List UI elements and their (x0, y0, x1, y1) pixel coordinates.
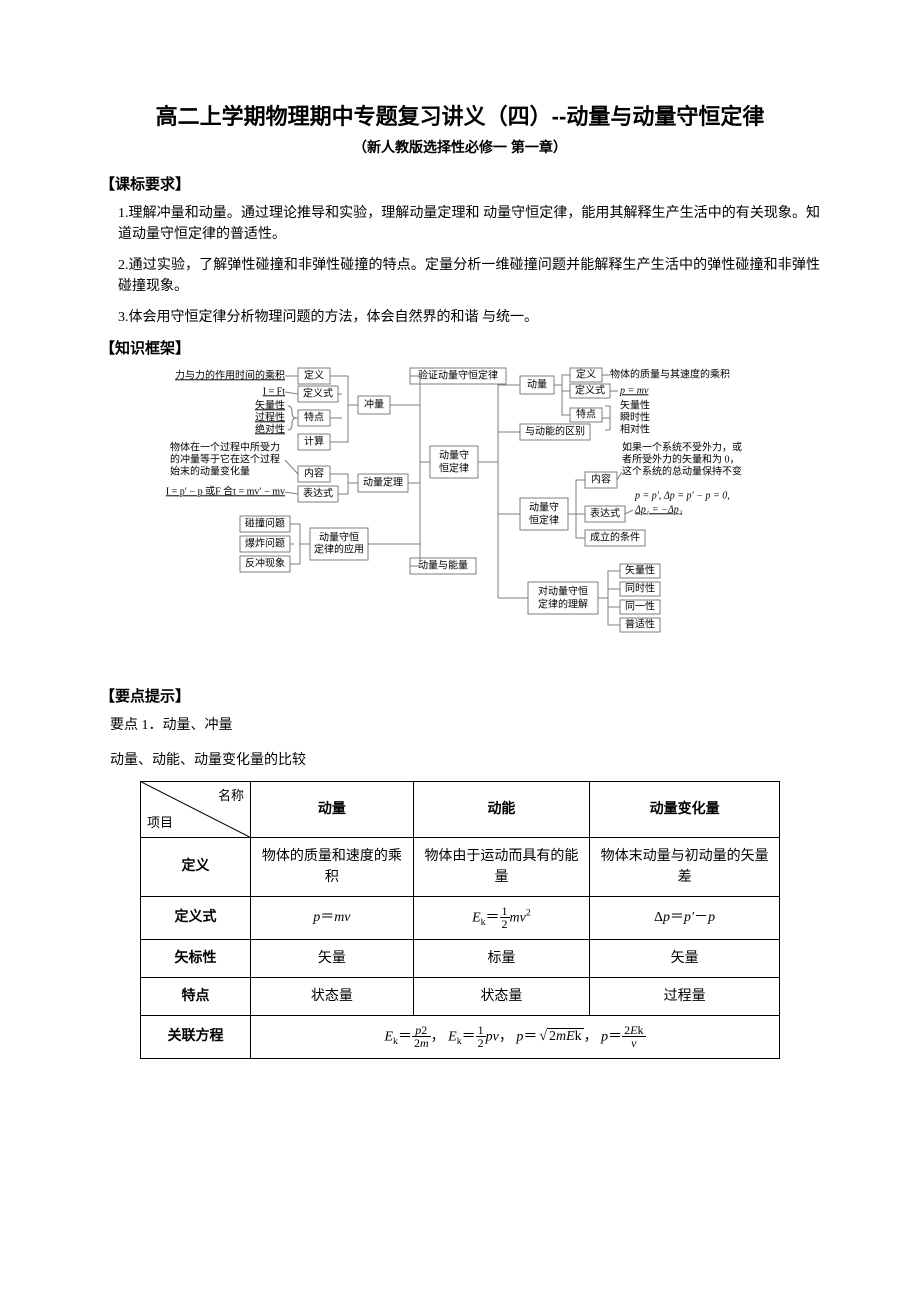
d-r-content: 内容 (591, 472, 611, 485)
d-b-expr-l: 表达式 (303, 486, 333, 499)
d-r-inst: 瞬时性 (620, 410, 650, 423)
d-r-def: 定义 (576, 367, 596, 380)
d-b-diffek: 与动能的区别 (525, 424, 585, 437)
d-r-condtxt3: 这个系统的总动量保持不变 (622, 464, 742, 477)
cell-ek: Ek＝12mv2 (413, 896, 589, 939)
d-r-pmv: p = mv (619, 385, 649, 396)
d-top-left-text: 力与力的作用时间的乘积 (175, 368, 285, 381)
req-3: 3.体会用守恒定律分析物理问题的方法，体会自然界的和谐 与统一。 (100, 307, 820, 328)
d-r-expr1: p = p′, Δp = p′ − p = 0, (634, 490, 730, 501)
d-vec: 矢量性 (255, 398, 285, 411)
d-b-feat1: 特点 (304, 411, 324, 423)
cell: 矢量 (251, 939, 414, 977)
d-b-verify: 验证动量守恒定律 (418, 368, 498, 381)
d-b-momentum: 动量 (527, 378, 547, 390)
diag-item: 项目 (147, 813, 173, 833)
d-b-explode: 爆炸问题 (245, 536, 285, 549)
d-r-und1: 对动量守恒 (538, 584, 588, 597)
d-b-defeq: 定义式 (303, 386, 333, 399)
d-r-und2: 定律的理解 (538, 597, 588, 610)
page-title: 高二上学期物理期中专题复习讲义（四）--动量与动量守恒定律 (100, 100, 820, 133)
cell: 状态量 (413, 977, 589, 1015)
req-1: 1.理解冲量和动量。通过理论推导和实验，理解动量定理和 动量守恒定律，能用其解释… (100, 203, 820, 245)
diag-header: 名称 项目 (141, 781, 251, 837)
d-b-menergy: 动量与能量 (418, 558, 468, 571)
cell: 物体的质量和速度的乘积 (251, 837, 414, 896)
d-r-cond: 成立的条件 (590, 530, 640, 543)
d-r-u2: 同时性 (625, 581, 655, 594)
d-r-mclaw2: 恒定律 (529, 513, 559, 526)
col-dp: 动量变化量 (590, 781, 780, 837)
d-proc: 过程性 (255, 410, 285, 423)
d-r-rel: 相对性 (620, 422, 650, 435)
d-desc2: 的冲量等于它在这个过程 (170, 452, 280, 465)
d-r-expr: 表达式 (590, 506, 620, 519)
table-row: 矢标性 矢量 标量 矢量 (141, 939, 780, 977)
d-b-apply2: 定律的应用 (314, 542, 364, 555)
d-b-recoil: 反冲现象 (245, 556, 285, 569)
d-b-content-l: 内容 (304, 466, 324, 479)
d-r-feat: 特点 (576, 408, 596, 420)
d-b-apply1: 动量守恒 (319, 530, 359, 543)
cell: 状态量 (251, 977, 414, 1015)
d-r-defeq: 定义式 (575, 383, 605, 396)
diag-name: 名称 (218, 786, 244, 806)
cmp-title: 动量、动能、动量变化量的比较 (100, 750, 820, 771)
cell-pmv: p＝mv (251, 896, 414, 939)
col-ek: 动能 (413, 781, 589, 837)
row-defeq: 定义式 (141, 896, 251, 939)
d-b-def: 定义 (304, 368, 324, 381)
d-b-collide: 碰撞问题 (245, 516, 285, 529)
table-row: 特点 状态量 状态量 过程量 (141, 977, 780, 1015)
d-b-mc-1: 动量守 (439, 448, 469, 461)
d-b-impulse: 冲量 (364, 397, 384, 410)
row-vs: 矢标性 (141, 939, 251, 977)
d-r-condtxt2: 者所受外力的矢量和为 0， (622, 452, 740, 465)
d-r-u3: 同一性 (625, 599, 655, 612)
d-abs: 绝对性 (255, 422, 285, 435)
knowledge-diagram: 力与力的作用时间的乘积 I = Ft 矢量性 过程性 绝对性 物体在一个过程中所… (110, 366, 810, 666)
cell: 物体由于运动而具有的能量 (413, 837, 589, 896)
section-points: 【要点提示】 (100, 686, 820, 709)
d-r-u4: 普适性 (625, 617, 655, 630)
section-framework: 【知识框架】 (100, 338, 820, 361)
d-b-mtheorem: 动量定理 (363, 475, 403, 488)
d-r-u1: 矢量性 (625, 563, 655, 576)
cell: 物体末动量与初动量的矢量差 (590, 837, 780, 896)
section-requirements: 【课标要求】 (100, 174, 820, 197)
d-b-calc: 计算 (304, 434, 324, 447)
cell-dp: Δp＝p′－p (590, 896, 780, 939)
d-r-expr2: Δp₁ = −Δp₂ (634, 504, 683, 515)
cell: 标量 (413, 939, 589, 977)
table-row: 定义式 p＝mv Ek＝12mv2 Δp＝p′－p (141, 896, 780, 939)
d-desc3: 始末的动量变化量 (170, 464, 250, 477)
row-feat: 特点 (141, 977, 251, 1015)
row-def: 定义 (141, 837, 251, 896)
req-2: 2.通过实验，了解弹性碰撞和非弹性碰撞的特点。定量分析一维碰撞问题并能解释生产生… (100, 255, 820, 297)
point-1: 要点 1．动量、冲量 (100, 715, 820, 736)
cell-relation: Ek＝p22m， Ek＝12pv， p＝√2mEk， p＝2Ekv (251, 1015, 780, 1058)
d-desc1: 物体在一个过程中所受力 (170, 440, 280, 453)
d-r-condtxt1: 如果一个系统不受外力，或 (622, 440, 742, 453)
row-rel: 关联方程 (141, 1015, 251, 1058)
cell: 矢量 (590, 939, 780, 977)
d-r-mclaw1: 动量守 (529, 500, 559, 513)
table-row: 定义 物体的质量和速度的乘积 物体由于运动而具有的能量 物体末动量与初动量的矢量… (141, 837, 780, 896)
cell: 过程量 (590, 977, 780, 1015)
d-b-mc-2: 恒定律 (439, 461, 469, 474)
table-row: 关联方程 Ek＝p22m， Ek＝12pv， p＝√2mEk， p＝2Ekv (141, 1015, 780, 1058)
d-r-def-txt: 物体的质量与其速度的乘积 (610, 367, 730, 380)
d-r-vec: 矢量性 (620, 398, 650, 411)
d-expr-left: I = p′ − p 或F 合t = mv′ − mv (166, 484, 285, 497)
page-subtitle: （新人教版选择性必修一 第一章） (100, 137, 820, 158)
comparison-table: 名称 项目 动量 动能 动量变化量 定义 物体的质量和速度的乘积 物体由于运动而… (140, 781, 780, 1059)
d-I-Ft: I = Ft (263, 386, 286, 397)
col-momentum: 动量 (251, 781, 414, 837)
table-row: 名称 项目 动量 动能 动量变化量 (141, 781, 780, 837)
